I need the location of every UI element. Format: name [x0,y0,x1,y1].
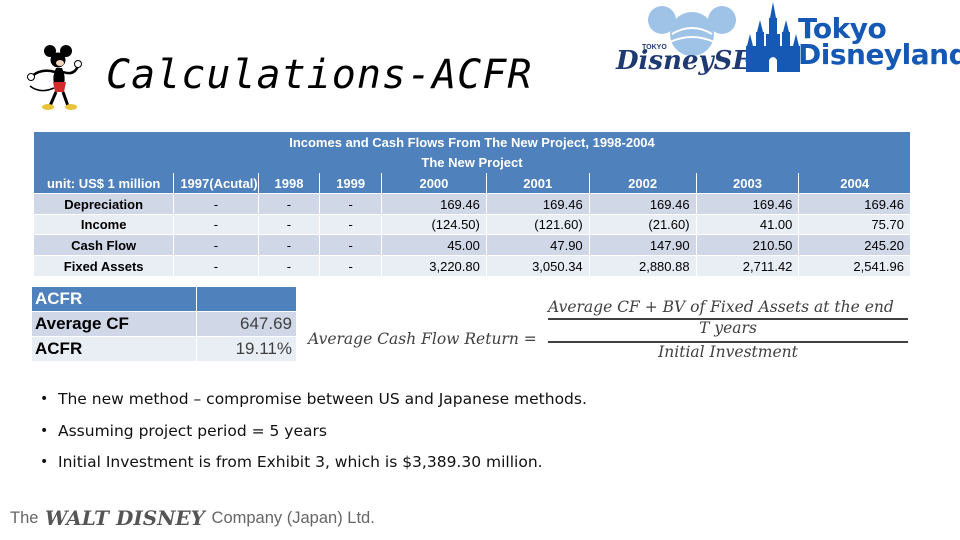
table-cell: 3,050.34 [485,255,590,277]
mickey-mouse-icon [27,45,82,110]
tokyo-disneyland-logo: Tokyo Disneyland [744,0,960,76]
table-cell: - [173,234,259,256]
table-cell: 169.46 [695,193,799,215]
mickey-globe-icon [648,6,736,56]
footer-pre: The [10,508,39,527]
table-cell: 2,541.96 [798,255,910,277]
table-row: ACFR 19.11% [32,335,296,362]
table-cell: 169.46 [485,193,590,215]
bullet-icon: • [40,391,49,407]
table-cell: - [257,213,320,235]
tokyo-disneysea-logo: TOKYO DisneySEA [612,4,772,80]
row-label: ACFR [32,335,196,362]
table-title: Incomes and Cash Flows From The New Proj… [34,132,910,153]
column-header: 2003 [695,173,799,194]
table-cell: (21.60) [588,213,697,235]
average-cf-value: 647.69 [195,311,296,337]
list-item: • Assuming project period = 5 years [40,420,920,452]
row-label: Fixed Assets [34,255,174,277]
table-cell: (124.50) [381,213,487,235]
table-row: Cash Flow - - - 45.00 47.90 147.90 210.5… [34,234,910,256]
table-row: Income - - - (124.50) (121.60) (21.60) 4… [34,213,910,235]
table-cell: - [257,234,320,256]
castle-icon [746,2,800,72]
table-cell: - [257,193,320,215]
table-cell: - [319,193,382,215]
disneyland-wordmark: Disneyland [798,38,960,71]
row-label: Cash Flow [34,234,174,256]
table-cell: - [173,193,259,215]
table-cell: 2,711.42 [695,255,799,277]
table-cell: 210.50 [695,234,799,256]
table-cell: - [173,255,259,277]
table-cell: 41.00 [695,213,799,235]
fraction-bar [548,341,908,343]
row-label: Depreciation [34,193,174,215]
table-cell: (121.60) [485,213,590,235]
row-label: Income [34,213,174,235]
tokyo-wordmark: Tokyo [798,12,887,45]
footer-post: Company (Japan) Ltd. [211,508,375,527]
table-subtitle: The New Project [34,152,910,174]
acfr-formula: Average Cash Flow Return = Average CF + … [304,296,914,366]
column-header: 1999 [319,173,382,194]
table-cell: 147.90 [588,234,697,256]
table-cell: 3,220.80 [381,255,487,277]
bullet-text: Initial Investment is from Exhibit 3, wh… [58,453,543,471]
walt-disney-wordmark: WALT DISNEY [45,506,205,530]
fraction-bar [548,318,908,320]
company-footer-logo: The WALT DISNEY Company (Japan) Ltd. [10,506,375,540]
bullet-icon: • [40,422,49,439]
bullet-list: • The new method – compromise between US … [40,388,920,483]
column-header: 1998 [257,173,320,194]
acfr-summary-table: ACFR Average CF 647.69 ACFR 19.11% [32,287,296,362]
formula-lhs: Average Cash Flow Return = [308,330,537,348]
table-cell: 47.90 [485,234,590,256]
bullet-text: Assuming project period = 5 years [58,421,327,440]
acfr-header: ACFR [32,287,196,312]
table-cell: 169.46 [381,193,487,215]
table-cell: - [319,234,382,256]
column-header: 2002 [588,173,697,194]
table-cell: - [257,255,320,277]
column-header: 2004 [798,173,910,194]
column-header: unit: US$ 1 million [34,173,174,194]
list-item: • Initial Investment is from Exhibit 3, w… [40,451,920,483]
table-cell: 75.70 [798,213,910,235]
table-cell: 169.46 [588,193,697,215]
table-cell: - [173,213,259,235]
acfr-header-empty [195,287,296,312]
page-title: Calculations-ACFR [106,52,533,98]
column-header: 2000 [381,173,487,194]
row-label: Average CF [32,311,196,337]
formula-t-years: T years [699,319,757,337]
income-cashflow-table: Incomes and Cash Flows From The New Proj… [34,132,910,277]
acfr-header-row: ACFR [32,287,296,312]
table-row: Average CF 647.69 [32,311,296,337]
bullet-icon: • [40,454,49,470]
formula-numerator: Average CF + BV of Fixed Assets at the e… [548,298,894,316]
table-cell: 245.20 [798,234,910,256]
table-cell: 169.46 [798,193,910,215]
formula-denominator: Initial Investment [658,343,798,361]
table-row: Depreciation - - - 169.46 169.46 169.46 … [34,193,910,215]
table-cell: 45.00 [381,234,487,256]
table-cell: - [319,255,382,277]
acfr-value: 19.11% [195,335,296,362]
table-cell: 2,880.88 [588,255,697,277]
column-header: 2001 [485,173,590,194]
bullet-text: The new method – compromise between US a… [58,390,587,408]
tokyo-small-label: TOKYO [642,44,667,51]
table-cell: - [319,213,382,235]
table-row: Fixed Assets - - - 3,220.80 3,050.34 2,8… [34,255,910,277]
list-item: • The new method – compromise between US … [40,388,920,420]
column-header: 1997(Acutal) [173,173,259,194]
